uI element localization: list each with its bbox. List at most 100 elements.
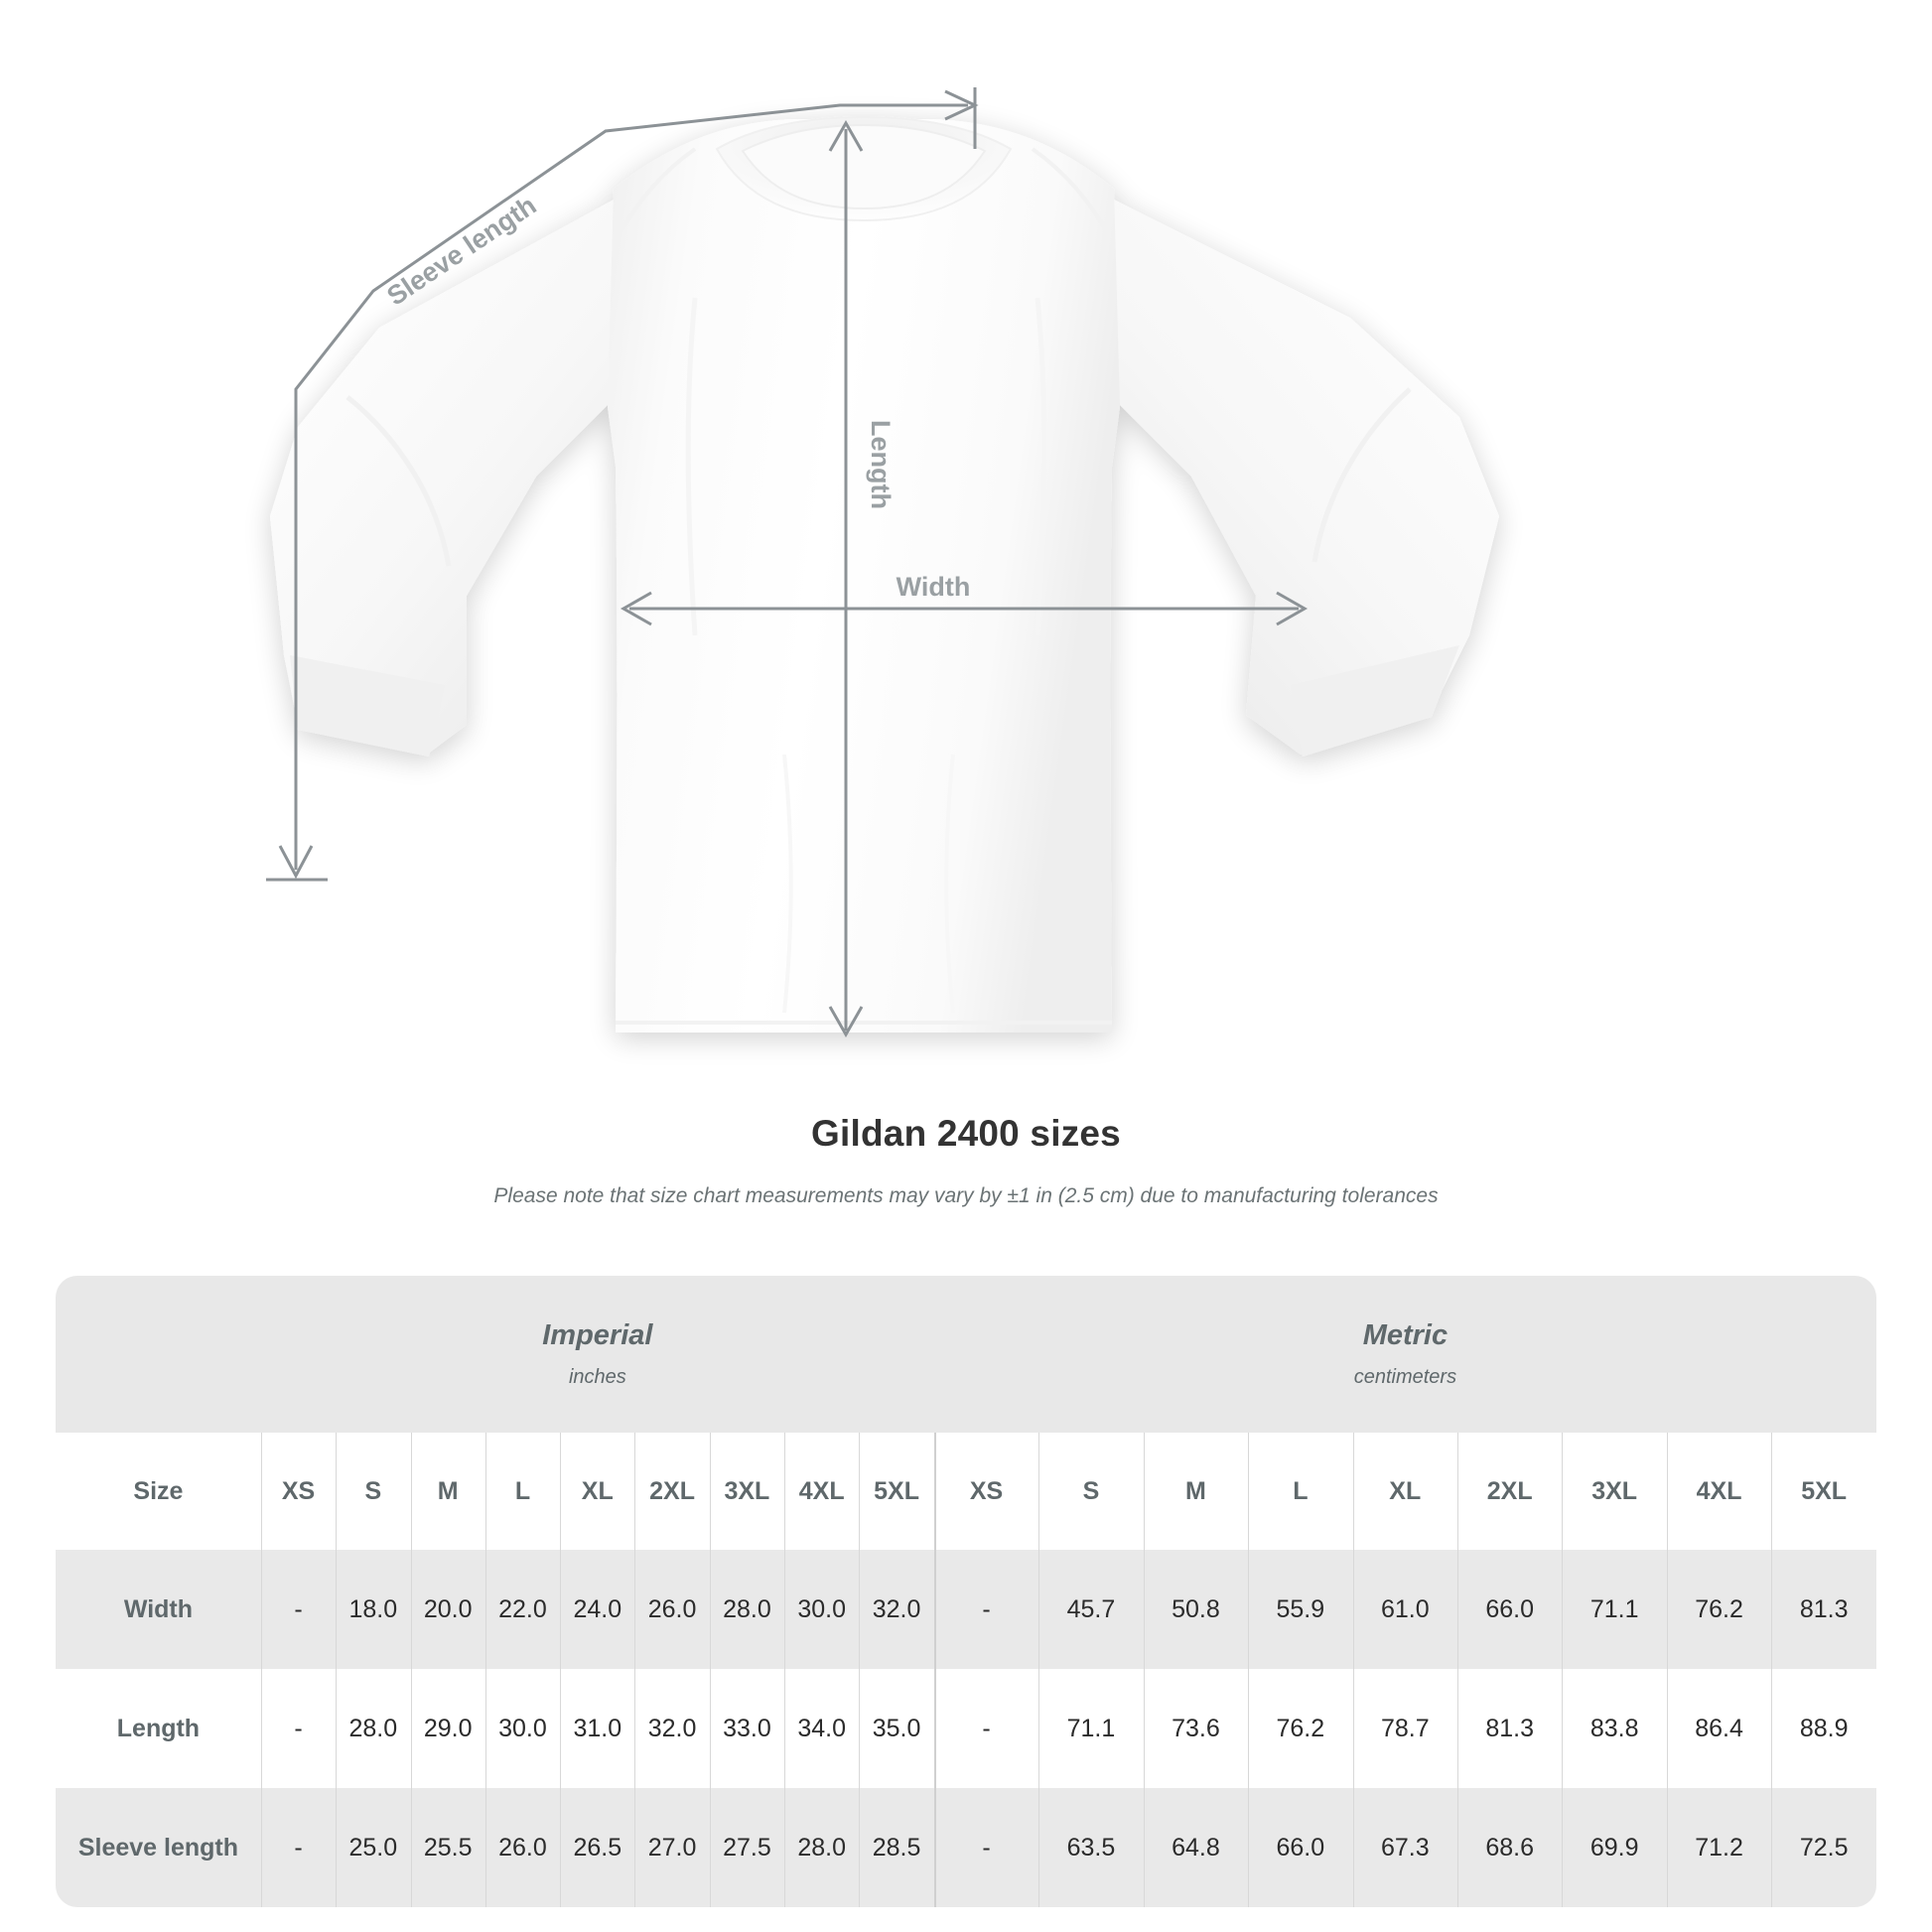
page-title: Gildan 2400 sizes (811, 1113, 1121, 1154)
cell-length-imp-l: 30.0 (484, 1669, 561, 1788)
cell-width-met-3xl: 71.1 (1562, 1550, 1667, 1669)
cell-sleeve-met-4xl: 71.2 (1666, 1788, 1772, 1907)
sleeve-fold-left (345, 395, 452, 567)
size-header-met-xl: XL (1352, 1433, 1457, 1550)
cell-sleeve-met-xs: - (933, 1788, 1039, 1907)
cell-width-met-xs: - (933, 1550, 1039, 1669)
size-header-imp-s: S (336, 1433, 411, 1550)
left-cuff (290, 655, 445, 757)
length-label: Length (866, 420, 896, 509)
size-header-imp-2xl: 2XL (634, 1433, 710, 1550)
cell-width-imp-5xl: 32.0 (859, 1550, 934, 1669)
size-chart-table: Imperial inches Metric centimeters Size … (56, 1276, 1876, 1907)
collar-inner (741, 123, 987, 210)
cell-sleeve-imp-xl: 26.5 (560, 1788, 635, 1907)
right-cuff (1291, 645, 1459, 757)
shirt-body-group (270, 115, 1499, 1033)
cell-sleeve-met-3xl: 69.9 (1562, 1788, 1667, 1907)
row-label-width: Width (56, 1550, 261, 1669)
cell-length-met-xs: - (933, 1669, 1039, 1788)
size-header-met-5xl: 5XL (1771, 1433, 1876, 1550)
fold-2 (1035, 297, 1047, 636)
left-shoulder-seam (616, 147, 697, 239)
cell-length-imp-5xl: 35.0 (859, 1669, 934, 1788)
cell-width-imp-4xl: 30.0 (784, 1550, 860, 1669)
tolerance-note: Please note that size chart measurements… (493, 1184, 1439, 1208)
size-header-met-2xl: 2XL (1457, 1433, 1563, 1550)
cell-length-met-xl: 78.7 (1352, 1669, 1457, 1788)
cell-sleeve-imp-2xl: 27.0 (634, 1788, 710, 1907)
size-header-met-s: S (1038, 1433, 1144, 1550)
size-chart-table-wrap: Imperial inches Metric centimeters Size … (56, 1276, 1876, 1907)
cell-length-met-3xl: 83.8 (1562, 1669, 1667, 1788)
unit-name-metric: Metric (1362, 1318, 1449, 1351)
cell-length-imp-xl: 31.0 (560, 1669, 635, 1788)
size-header-met-3xl: 3XL (1562, 1433, 1667, 1550)
cell-length-imp-3xl: 33.0 (709, 1669, 785, 1788)
cell-width-met-2xl: 66.0 (1457, 1550, 1563, 1669)
cell-sleeve-imp-4xl: 28.0 (784, 1788, 860, 1907)
unit-name-imperial: Imperial (542, 1318, 653, 1351)
cell-width-met-l: 55.9 (1248, 1550, 1353, 1669)
measurement-guides (266, 87, 1309, 1038)
cell-width-met-m: 50.8 (1143, 1550, 1249, 1669)
size-header-imp-m: M (410, 1433, 485, 1550)
table-row: Width - 18.0 20.0 22.0 24.0 26.0 28.0 30… (56, 1550, 1876, 1669)
cell-length-met-s: 71.1 (1038, 1669, 1144, 1788)
shirt-body (608, 119, 1120, 1033)
cell-length-imp-xs: - (260, 1669, 337, 1788)
cell-width-imp-l: 22.0 (484, 1550, 561, 1669)
header-size-label: Size (56, 1433, 261, 1550)
cell-length-met-4xl: 86.4 (1666, 1669, 1772, 1788)
unit-header-imperial: Imperial inches (260, 1276, 934, 1433)
cell-length-imp-2xl: 32.0 (634, 1669, 710, 1788)
cell-sleeve-imp-3xl: 27.5 (709, 1788, 785, 1907)
width-arrow-left (620, 591, 652, 626)
cell-sleeve-met-5xl: 72.5 (1771, 1788, 1876, 1907)
size-header-met-xs: XS (933, 1433, 1039, 1550)
cell-width-met-xl: 61.0 (1352, 1550, 1457, 1669)
cell-sleeve-met-m: 64.8 (1143, 1788, 1249, 1907)
cell-width-met-s: 45.7 (1038, 1550, 1144, 1669)
size-header-imp-4xl: 4XL (784, 1433, 860, 1550)
unit-header-row: Imperial inches Metric centimeters (56, 1276, 1876, 1433)
cell-sleeve-imp-xs: - (260, 1788, 337, 1907)
cell-sleeve-met-s: 63.5 (1038, 1788, 1144, 1907)
size-header-imp-3xl: 3XL (709, 1433, 785, 1550)
garment-illustration: Sleeve length Length Width (266, 87, 1499, 1038)
cell-width-imp-xs: - (260, 1550, 337, 1669)
long-sleeve-shirt-diagram: Sleeve length Length Width (266, 87, 1499, 1038)
fold-4 (944, 754, 955, 1014)
unit-sub-imperial: inches (568, 1366, 626, 1389)
cell-length-imp-s: 28.0 (336, 1669, 411, 1788)
table-row: Length - 28.0 29.0 30.0 31.0 32.0 33.0 3… (56, 1669, 1876, 1788)
fold-3 (782, 754, 793, 1014)
cell-sleeve-imp-5xl: 28.5 (859, 1788, 934, 1907)
width-arrow-right (1276, 591, 1309, 626)
cell-width-imp-2xl: 26.0 (634, 1550, 710, 1669)
row-label-sleeve-length: Sleeve length (56, 1788, 261, 1907)
unit-header-spacer (56, 1276, 261, 1433)
size-header-row: Size XS S M L XL 2XL 3XL 4XL 5XL XS S M … (56, 1433, 1876, 1550)
sleeve-fold-right (1311, 387, 1412, 563)
cell-sleeve-met-2xl: 68.6 (1457, 1788, 1563, 1907)
fold-1 (685, 297, 698, 636)
size-header-met-l: L (1248, 1433, 1353, 1550)
cell-length-imp-m: 29.0 (410, 1669, 485, 1788)
length-arrow-top (828, 119, 864, 152)
cell-sleeve-imp-s: 25.0 (336, 1788, 411, 1907)
cell-length-imp-4xl: 34.0 (784, 1669, 860, 1788)
cell-length-met-2xl: 81.3 (1457, 1669, 1563, 1788)
width-label: Width (897, 572, 971, 602)
unit-header-metric: Metric centimeters (933, 1276, 1876, 1433)
sleeve-guide-line (294, 103, 968, 870)
right-sleeve (1112, 199, 1499, 755)
size-header-imp-5xl: 5XL (859, 1433, 934, 1550)
sleeve-arrow-bottom (278, 845, 314, 880)
cell-width-imp-3xl: 28.0 (709, 1550, 785, 1669)
cell-length-met-5xl: 88.9 (1771, 1669, 1876, 1788)
row-label-length: Length (56, 1669, 261, 1788)
cell-sleeve-imp-l: 26.0 (484, 1788, 561, 1907)
cell-width-imp-m: 20.0 (410, 1550, 485, 1669)
cell-sleeve-imp-m: 25.5 (410, 1788, 485, 1907)
